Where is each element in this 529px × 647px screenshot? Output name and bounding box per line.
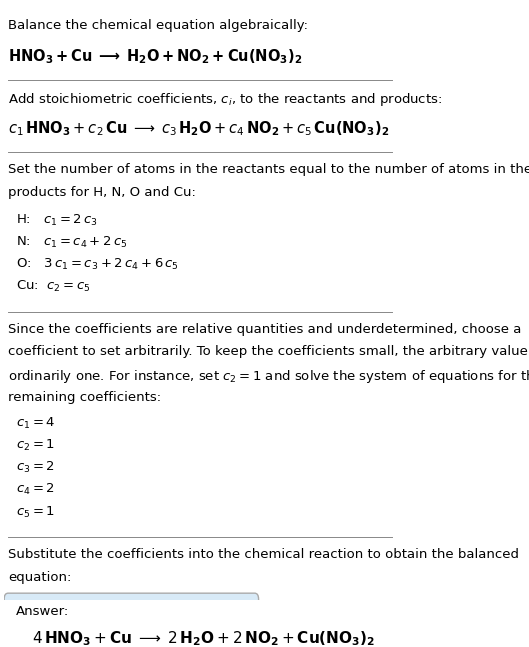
Text: coefficient to set arbitrarily. To keep the coefficients small, the arbitrary va: coefficient to set arbitrarily. To keep … [8, 345, 529, 358]
Text: $4\, \mathbf{HNO_3} + \mathbf{Cu} \;\longrightarrow\; 2\, \mathbf{H_2O} + 2\, \m: $4\, \mathbf{HNO_3} + \mathbf{Cu} \;\lon… [32, 629, 375, 647]
Text: H:   $c_1 = 2\,c_3$: H: $c_1 = 2\,c_3$ [16, 214, 98, 228]
Text: Answer:: Answer: [16, 605, 69, 618]
Text: $c_3 = 2$: $c_3 = 2$ [16, 461, 55, 476]
Text: O:   $3\,c_1 = c_3 + 2\,c_4 + 6\,c_5$: O: $3\,c_1 = c_3 + 2\,c_4 + 6\,c_5$ [16, 258, 179, 272]
Text: $c_1\, \mathbf{HNO_3} + c_2\, \mathbf{Cu} \;\longrightarrow\; c_3\, \mathbf{H_2O: $c_1\, \mathbf{HNO_3} + c_2\, \mathbf{Cu… [8, 120, 389, 138]
Text: Set the number of atoms in the reactants equal to the number of atoms in the: Set the number of atoms in the reactants… [8, 163, 529, 176]
Text: Cu:  $c_2 = c_5$: Cu: $c_2 = c_5$ [16, 280, 90, 294]
Text: $c_1 = 4$: $c_1 = 4$ [16, 416, 56, 432]
Text: N:   $c_1 = c_4 + 2\,c_5$: N: $c_1 = c_4 + 2\,c_5$ [16, 236, 127, 250]
Text: remaining coefficients:: remaining coefficients: [8, 391, 161, 404]
Text: Balance the chemical equation algebraically:: Balance the chemical equation algebraica… [8, 19, 308, 32]
Text: $\mathbf{HNO_3 + Cu \;\longrightarrow\; H_2O + NO_2 + Cu(NO_3)_2}$: $\mathbf{HNO_3 + Cu \;\longrightarrow\; … [8, 48, 302, 67]
Text: $c_5 = 1$: $c_5 = 1$ [16, 505, 55, 520]
FancyBboxPatch shape [4, 593, 259, 647]
Text: ordinarily one. For instance, set $c_2 = 1$ and solve the system of equations fo: ordinarily one. For instance, set $c_2 =… [8, 368, 529, 385]
Text: Add stoichiometric coefficients, $c_i$, to the reactants and products:: Add stoichiometric coefficients, $c_i$, … [8, 91, 442, 108]
Text: Since the coefficients are relative quantities and underdetermined, choose a: Since the coefficients are relative quan… [8, 323, 522, 336]
Text: Substitute the coefficients into the chemical reaction to obtain the balanced: Substitute the coefficients into the che… [8, 548, 519, 561]
Text: products for H, N, O and Cu:: products for H, N, O and Cu: [8, 186, 196, 199]
Text: $c_2 = 1$: $c_2 = 1$ [16, 438, 55, 454]
Text: $c_4 = 2$: $c_4 = 2$ [16, 483, 55, 498]
Text: equation:: equation: [8, 571, 71, 584]
